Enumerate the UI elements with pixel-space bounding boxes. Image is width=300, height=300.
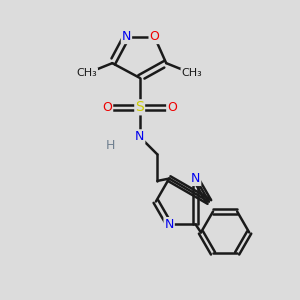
Text: O: O [167,101,177,114]
Text: O: O [102,101,112,114]
Text: N: N [164,218,174,231]
Text: N: N [191,172,200,185]
Text: O: O [149,30,159,43]
Text: S: S [135,100,144,114]
Text: CH₃: CH₃ [182,68,202,78]
Text: N: N [122,30,131,43]
Text: H: H [106,139,115,152]
Text: N: N [135,130,144,143]
Text: CH₃: CH₃ [76,68,97,78]
